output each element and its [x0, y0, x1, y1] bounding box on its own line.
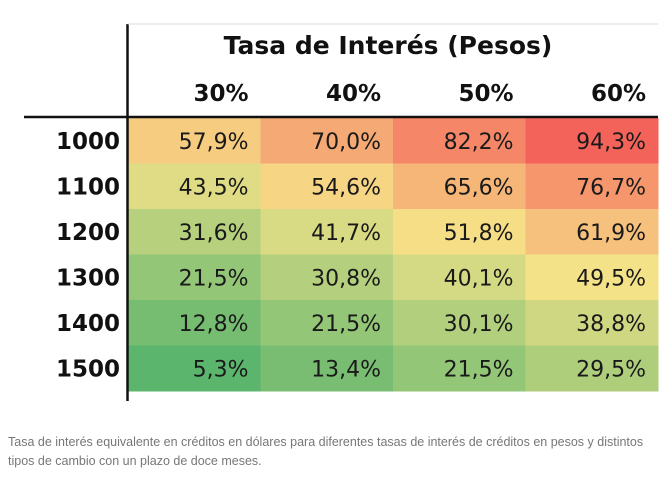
heatmap-cell — [525, 300, 659, 346]
heatmap-cell — [393, 254, 526, 301]
cell-value-label: 65,6% — [444, 175, 514, 200]
chart-title: Tasa de Interés (Pesos) — [224, 31, 553, 60]
column-label: 60% — [591, 81, 646, 107]
heatmap-cell — [525, 118, 659, 164]
cell-value-label: 41,7% — [311, 221, 381, 246]
cell-value-label: 38,8% — [576, 312, 646, 337]
column-label: 40% — [326, 81, 381, 107]
heatmap-cell — [393, 118, 526, 164]
cell-value-label: 30,1% — [444, 312, 514, 337]
cell-value-label: 54,6% — [311, 175, 381, 200]
cell-value-label: 70,0% — [311, 130, 381, 155]
heatmap-cell — [260, 300, 394, 346]
heatmap-cell — [393, 209, 526, 255]
heatmap-cell — [525, 345, 659, 392]
heatmap-cell — [128, 163, 261, 210]
heatmap-cell — [128, 118, 261, 164]
cell-value-label: 94,3% — [576, 130, 646, 155]
heatmap-cell — [260, 254, 394, 301]
cell-value-label: 49,5% — [576, 266, 646, 291]
cell-value-label: 40,1% — [444, 266, 514, 291]
heatmap-cell — [128, 254, 261, 301]
cell-value-label: 43,5% — [179, 175, 249, 200]
cell-value-label: 30,8% — [311, 266, 381, 291]
heatmap-cell — [393, 163, 526, 210]
figure-caption: Tasa de interés equivalente en créditos … — [8, 435, 644, 468]
cell-value-label: 51,8% — [444, 221, 514, 246]
row-label: 1000 — [56, 129, 120, 155]
cell-value-label: 29,5% — [576, 357, 646, 382]
heatmap-cell — [260, 118, 394, 164]
cell-value-label: 76,7% — [576, 175, 646, 200]
cell-value-label: 13,4% — [311, 357, 381, 382]
column-label: 50% — [458, 81, 513, 107]
heatmap-cell — [260, 209, 394, 255]
cell-value-label: 57,9% — [179, 130, 249, 155]
cell-value-label: 61,9% — [576, 221, 646, 246]
heatmap-cell — [525, 209, 659, 255]
cell-value-label: 82,2% — [444, 130, 514, 155]
column-label: 30% — [193, 81, 248, 107]
heatmap-cell — [393, 300, 526, 346]
heatmap-figure: Tasa de Interés (Pesos) 30% 40% 50% 60% 1000 1… — [24, 23, 659, 401]
row-label: 1400 — [56, 311, 120, 337]
heatmap-cell — [128, 300, 261, 346]
heatmap-cell — [260, 163, 394, 210]
row-label: 1300 — [56, 265, 120, 291]
cell-value-label: 21,5% — [311, 312, 381, 337]
row-label: 1200 — [56, 220, 120, 246]
heatmap-cell — [525, 163, 659, 210]
heatmap-cell — [393, 345, 526, 392]
row-label: 1100 — [56, 174, 120, 200]
heatmap-table: Tasa de Interés (Pesos) 30% 40% 50% 60% 1000 1… — [24, 23, 659, 401]
cell-value-label: 31,6% — [179, 221, 249, 246]
heatmap-cell — [260, 345, 394, 392]
cell-value-label: 21,5% — [444, 357, 514, 382]
cell-value-label: 5,3% — [193, 357, 249, 382]
heatmap-cell — [128, 345, 261, 392]
row-label: 1500 — [56, 356, 120, 382]
heatmap-cell — [128, 209, 261, 255]
cell-value-label: 12,8% — [179, 312, 249, 337]
cell-value-label: 21,5% — [179, 266, 249, 291]
heatmap-cell — [525, 254, 659, 301]
